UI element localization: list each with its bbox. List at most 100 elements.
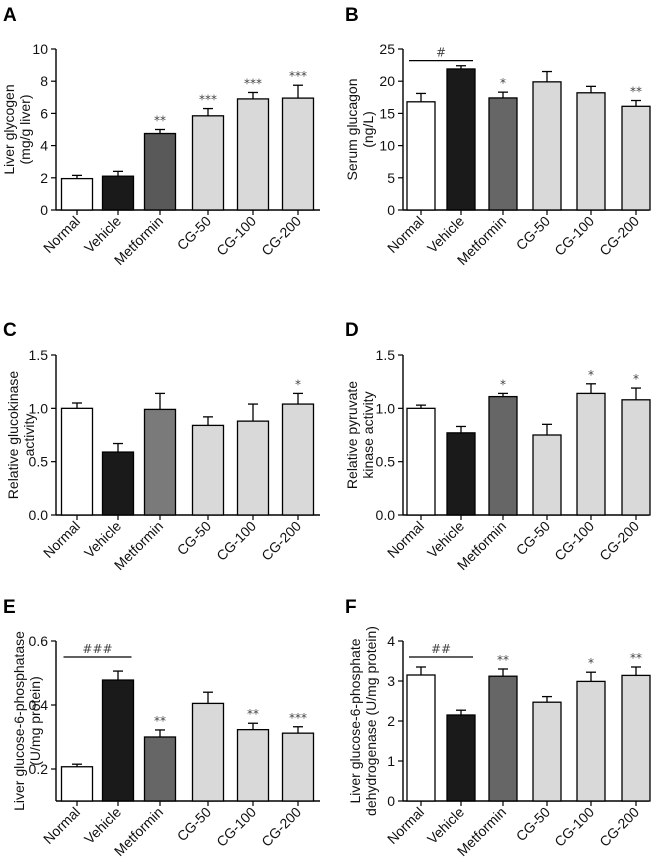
y-tick-label: 25 [379, 41, 395, 57]
chart-panel-e: E Liver glucose-6-phosphatase(U/mg protei… [3, 597, 320, 859]
y-axis-label: Relative glucokinaseactivity [5, 371, 37, 500]
bar-cg-50 [191, 115, 225, 211]
y-tick-label: 6 [40, 105, 48, 121]
y-axis-label: Liver glycogen(mg/g liver) [1, 84, 33, 174]
bar-vehicle [446, 432, 476, 516]
x-tick-label: CG-200 [596, 213, 642, 259]
panel-letter: A [3, 5, 17, 26]
bar-normal [406, 674, 436, 802]
significance-label: * [500, 377, 506, 391]
y-tick-label: 10 [379, 138, 395, 154]
bar-cg-200 [621, 674, 651, 802]
x-tick-label: CG-50 [174, 518, 215, 559]
x-tick-label: CG-100 [213, 518, 259, 564]
significance-label: ** [154, 714, 166, 728]
x-tick-label: CG-50 [174, 213, 215, 254]
y-axis-label: Liver glucose-6-phosphatedehydrogenase (… [347, 626, 379, 816]
x-tick-label: CG-50 [174, 804, 215, 845]
x-tick-label: CG-200 [596, 804, 642, 850]
bar-normal [406, 407, 436, 516]
y-tick-label: 0.2 [29, 761, 49, 777]
x-tick-label: CG-100 [213, 213, 259, 259]
bar-vehicle [101, 175, 135, 211]
y-tick-label: 20 [379, 73, 395, 89]
x-tick-label: Normal [40, 804, 83, 847]
y-tick-label: 1.5 [29, 347, 49, 363]
bar-metformin [488, 675, 518, 802]
y-tick-label: 0 [387, 793, 395, 809]
significance-label: *** [244, 76, 262, 90]
y-tick-label: 0.0 [376, 507, 396, 523]
bar-cg-100 [576, 92, 606, 211]
bar-normal [60, 177, 94, 211]
y-tick-label: 0.0 [29, 507, 49, 523]
y-axis-label: Relative pyruvatekinase activity [344, 381, 376, 489]
x-tick-label: Normal [384, 213, 427, 256]
significance-label: ** [247, 707, 259, 721]
y-tick-label: 4 [387, 633, 395, 649]
y-tick-label: 3 [387, 673, 395, 689]
x-tick-label: Normal [384, 804, 427, 847]
y-tick-label: 0.5 [376, 454, 396, 470]
bar-vehicle [446, 714, 476, 802]
bar-normal [60, 407, 94, 516]
x-tick-label: Normal [40, 213, 83, 256]
x-tick-label: CG-200 [596, 518, 642, 564]
bar-cg-200 [281, 732, 315, 802]
x-tick-label: Normal [40, 518, 83, 561]
chart-panel-d: D Relative pyruvatekinase activity 0.0 0.5 1… [344, 320, 651, 573]
bar-cg-100 [236, 98, 270, 211]
significance-label: * [588, 656, 594, 670]
significance-label: ** [630, 85, 642, 99]
bar-cg-50 [532, 701, 562, 802]
y-tick-label: 1.0 [376, 400, 396, 416]
bar-cg-50 [191, 702, 225, 802]
bar-cg-100 [236, 420, 270, 516]
y-tick-label: 0.6 [29, 633, 49, 649]
bar-vehicle [101, 451, 135, 516]
significance-label: *** [199, 93, 217, 107]
bracket-label: ## [431, 642, 451, 656]
bar-metformin [488, 97, 518, 211]
y-tick-label: 0.5 [29, 454, 49, 470]
x-tick-label: CG-50 [513, 213, 554, 254]
x-tick-label: CG-200 [258, 804, 304, 850]
bar-normal [406, 101, 436, 211]
y-tick-label: 1.5 [376, 347, 396, 363]
x-tick-label: CG-100 [551, 518, 597, 564]
x-tick-label: CG-200 [258, 518, 304, 564]
bar-cg-200 [281, 403, 315, 516]
panel-letter: E [3, 597, 16, 618]
bar-normal [60, 766, 94, 802]
panel-letter: B [345, 5, 359, 26]
bar-metformin [143, 736, 177, 802]
x-tick-label: CG-200 [258, 213, 304, 259]
bar-cg-50 [191, 424, 225, 516]
y-tick-label: 1.0 [29, 400, 49, 416]
bar-cg-100 [576, 680, 606, 802]
y-tick-label: 15 [379, 105, 395, 121]
x-tick-label: CG-50 [513, 518, 554, 559]
significance-label: * [588, 368, 594, 382]
significance-label: ** [630, 651, 642, 665]
x-tick-label: CG-100 [551, 804, 597, 850]
bracket-label: ### [82, 642, 112, 656]
panel-letter: C [3, 320, 17, 341]
panel-letter: D [345, 320, 359, 341]
significance-label: * [500, 76, 506, 90]
y-tick-label: 2 [40, 170, 48, 186]
y-tick-label: 8 [40, 73, 48, 89]
significance-label: * [295, 377, 301, 391]
bracket-label: # [436, 46, 446, 60]
y-tick-label: 4 [40, 138, 48, 154]
panel-letter: F [345, 597, 357, 618]
x-tick-label: Normal [384, 518, 427, 561]
bar-vehicle [101, 679, 135, 802]
y-tick-label: 0 [387, 202, 395, 218]
y-tick-label: 1 [387, 753, 395, 769]
chart-panel-f: F Liver glucose-6-phosphatedehydrogenase … [345, 597, 651, 859]
y-tick-label: 0 [40, 202, 48, 218]
y-tick-label: 2 [387, 713, 395, 729]
